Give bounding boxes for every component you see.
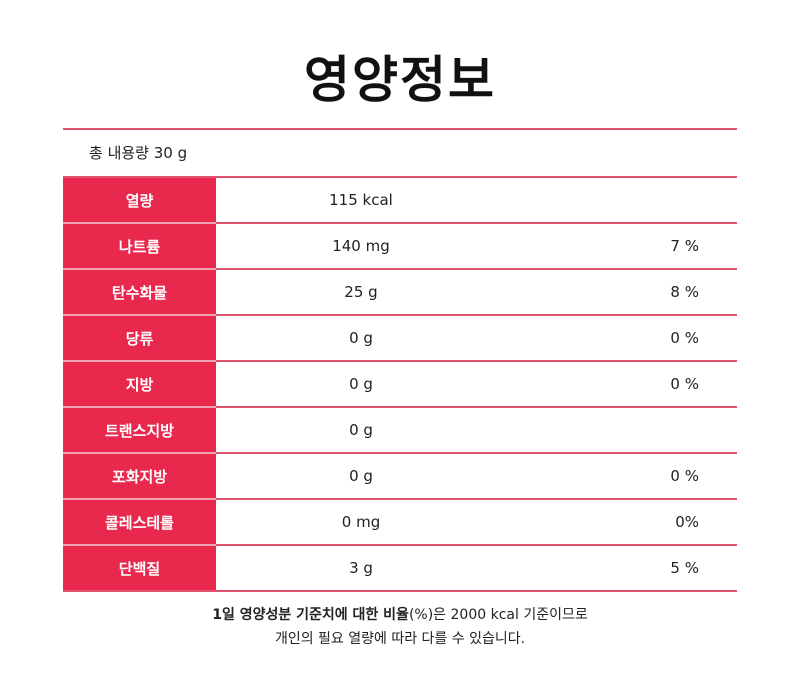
table-row: 당류 0 g 0 % <box>63 315 737 362</box>
nutrient-percent: 0 % <box>506 361 737 408</box>
table-row: 단백질 3 g 5 % <box>63 545 737 592</box>
serving-size: 총 내용량 30 g <box>63 130 737 178</box>
footnote-bold: 1일 영양성분 기준치에 대한 비율 <box>212 607 409 623</box>
top-divider <box>63 128 737 130</box>
footnote-rest: (%)은 2000 kcal 기준이므로 <box>408 607 588 623</box>
nutrient-percent <box>506 407 737 454</box>
nutrient-amount: 0 g <box>216 407 506 454</box>
footnote-line-1: 1일 영양성분 기준치에 대한 비율(%)은 2000 kcal 기준이므로 <box>0 603 800 627</box>
nutrition-panel: 총 내용량 30 g 열량 115 kcal 나트륨 140 mg 7 % 탄수… <box>63 128 737 592</box>
table-row: 트랜스지방 0 g <box>63 407 737 454</box>
nutrient-label: 지방 <box>63 361 216 408</box>
nutrient-label: 단백질 <box>63 545 216 592</box>
table-row: 나트륨 140 mg 7 % <box>63 223 737 270</box>
table-row: 지방 0 g 0 % <box>63 361 737 408</box>
nutrient-percent: 7 % <box>506 223 737 270</box>
nutrient-amount: 0 g <box>216 453 506 500</box>
nutrient-percent: 8 % <box>506 269 737 316</box>
nutrient-amount: 0 g <box>216 315 506 362</box>
nutrient-percent: 0 % <box>506 315 737 362</box>
nutrition-table: 열량 115 kcal 나트륨 140 mg 7 % 탄수화물 25 g 8 %… <box>63 178 737 592</box>
nutrient-amount: 115 kcal <box>216 178 506 224</box>
nutrient-label: 트랜스지방 <box>63 407 216 454</box>
nutrient-label: 나트륨 <box>63 223 216 270</box>
table-row: 포화지방 0 g 0 % <box>63 453 737 500</box>
nutrient-label: 포화지방 <box>63 453 216 500</box>
nutrient-percent <box>506 178 737 224</box>
nutrient-label: 탄수화물 <box>63 269 216 316</box>
page-title: 영양정보 <box>304 51 496 109</box>
nutrient-amount: 3 g <box>216 545 506 592</box>
nutrient-amount: 25 g <box>216 269 506 316</box>
nutrient-percent: 0% <box>506 499 737 546</box>
nutrient-amount: 0 g <box>216 361 506 408</box>
nutrient-amount: 0 mg <box>216 499 506 546</box>
footnote-line-2: 개인의 필요 열량에 따라 다를 수 있습니다. <box>274 631 526 647</box>
nutrient-percent: 0 % <box>506 453 737 500</box>
nutrient-label: 열량 <box>63 178 216 224</box>
nutrient-label: 당류 <box>63 315 216 362</box>
table-row: 열량 115 kcal <box>63 178 737 224</box>
nutrient-label: 콜레스테롤 <box>63 499 216 546</box>
nutrient-percent: 5 % <box>506 545 737 592</box>
table-row: 콜레스테롤 0 mg 0% <box>63 499 737 546</box>
table-row: 탄수화물 25 g 8 % <box>63 269 737 316</box>
footnote: 1일 영양성분 기준치에 대한 비율(%)은 2000 kcal 기준이므로 개… <box>0 603 800 651</box>
nutrient-amount: 140 mg <box>216 223 506 270</box>
